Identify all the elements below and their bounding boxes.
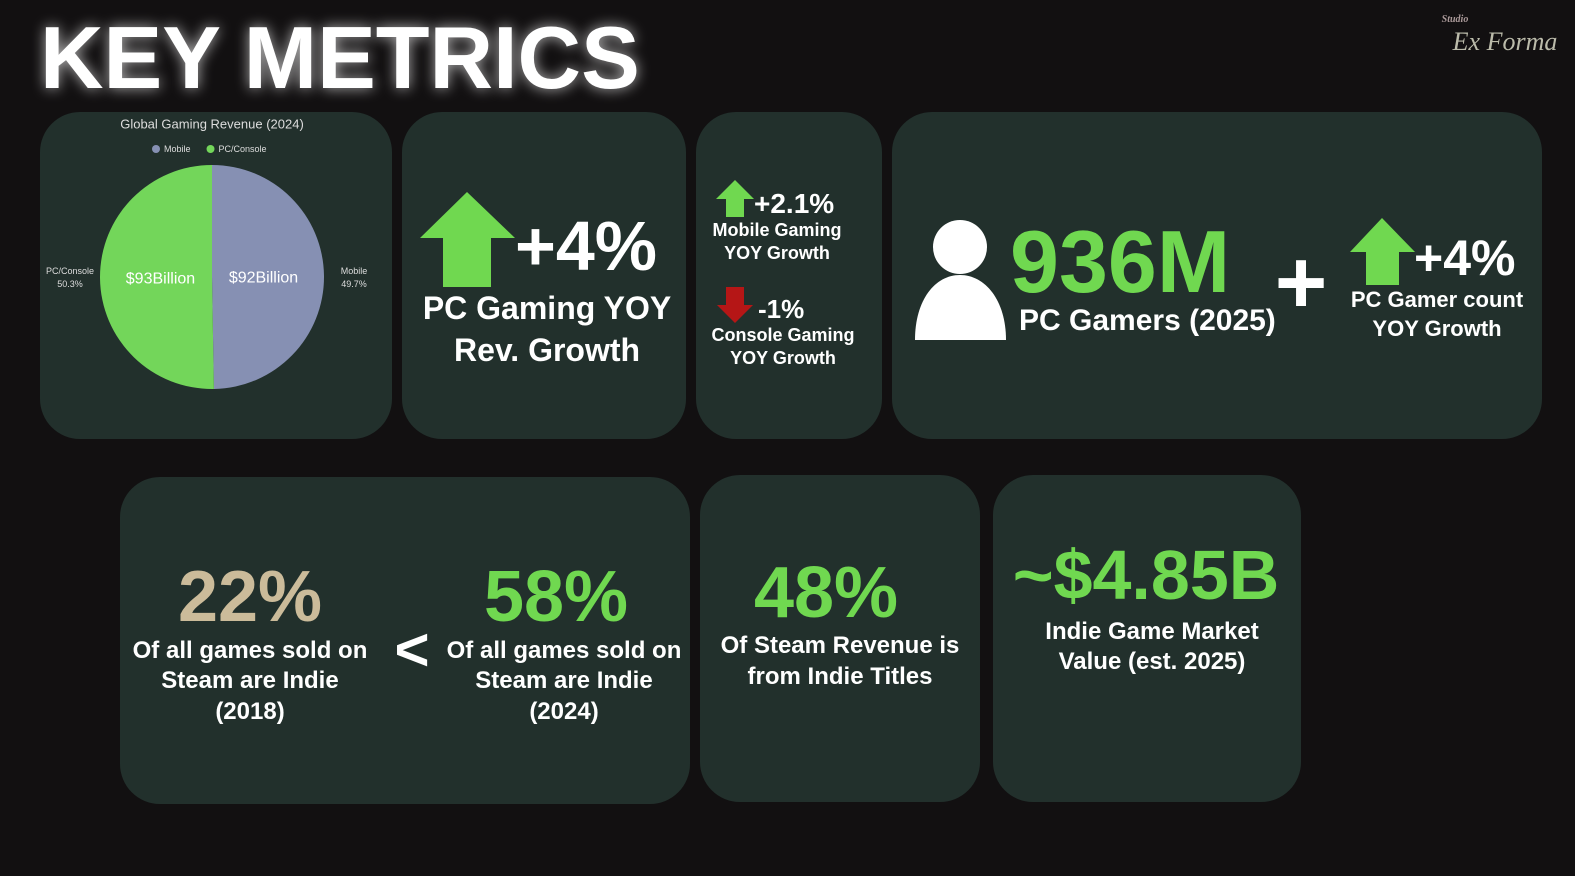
metric-label: Mobile Gaming [712,220,842,240]
chart-title: Global Gaming Revenue (2024) [120,116,304,132]
metric-label: from Indie Titles [747,663,933,690]
metric-label: Rev. Growth [453,332,641,368]
value-label: $92Billion [229,270,298,287]
up-arrow [420,192,515,287]
card [120,477,690,804]
metric-label: Value (est. 2025) [1058,648,1246,675]
value-label: $93Billion [126,270,195,287]
metric-label: (2024) [529,698,599,725]
metric-value: ~$4.85B [1012,536,1280,614]
pie-slice [212,165,325,389]
legend-swatch [152,145,160,153]
metric-label: Steam are Indie [161,667,339,694]
card [700,475,980,802]
pie-slice [100,165,214,389]
person-head [933,220,987,274]
legend-label: PC/Console [219,144,267,154]
metric-label: Steam are Indie [475,667,653,694]
metric-value: 48% [753,553,899,633]
metric-label: YOY Growth [724,243,830,263]
title: KEY METRICS [40,8,640,107]
comparator: < [394,616,430,683]
plus-sign: + [1274,233,1328,333]
down-arrow [717,287,753,323]
metric-value: 58% [483,557,629,637]
metric-label: Of all games sold on [446,637,682,664]
card [696,112,882,439]
slice-label: PC/Console [46,266,94,276]
metric-value: -1% [758,294,805,324]
metric-value: +2.1% [754,188,835,219]
percent-label: 50.3% [57,279,83,289]
up-arrow [716,180,754,217]
metric-label: PC Gamers (2025) [1019,304,1276,337]
legend-swatch [206,145,215,153]
metric-label: PC Gamer count [1350,287,1524,312]
metric-label: (2018) [215,698,285,725]
metric-value: 936M [1010,212,1231,311]
metric-label: YOY Growth [1372,316,1502,341]
metric-label: Indie Game Market [1045,618,1259,645]
logo-small: Studio [1441,14,1469,25]
metric-value: +4% [1414,230,1516,286]
metric-label: YOY Growth [730,348,836,368]
slice-label: Mobile [341,266,368,276]
metric-label: Of Steam Revenue is [720,632,960,659]
metric-value: +4% [515,207,658,285]
card [993,475,1301,802]
up-arrow [1350,218,1415,285]
legend-label: Mobile [164,144,191,154]
percent-label: 49.7% [341,279,367,289]
person-body [915,275,1006,340]
pie-chart: $92Billion Mobile 49.7% $93Billion PC/Consol… [46,144,367,389]
metric-label: PC Gaming YOY [422,290,672,326]
metric-label: Console Gaming [711,325,855,345]
card [892,112,1542,439]
metric-label: Of all games sold on [132,637,368,664]
logo: Ex Forma [1452,27,1558,56]
metric-value: 22% [177,557,323,637]
